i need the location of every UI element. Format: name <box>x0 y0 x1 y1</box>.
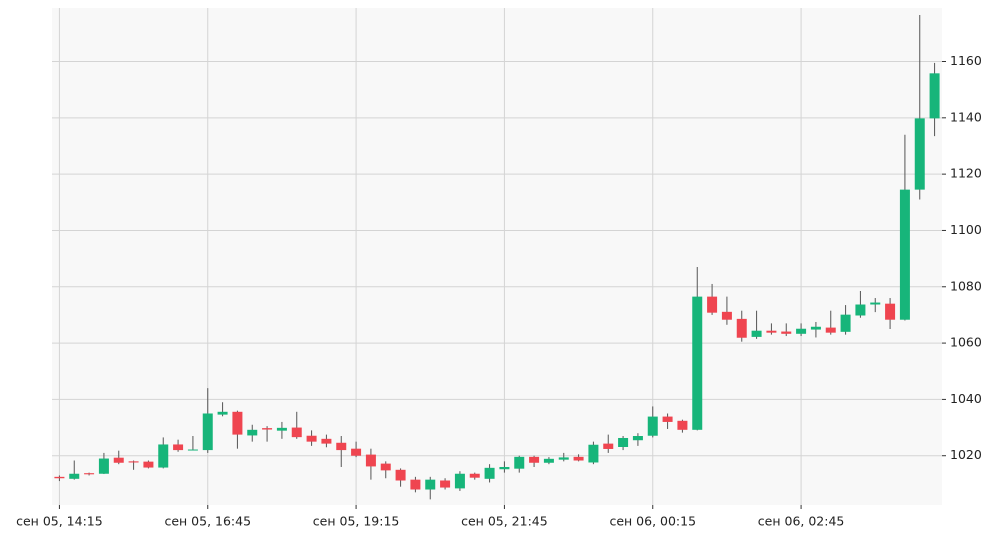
candle-body <box>899 189 910 320</box>
candle-body <box>514 456 525 469</box>
candle-body <box>529 456 540 463</box>
candle-body <box>54 476 65 479</box>
candle-body <box>573 456 584 461</box>
candle-body <box>825 327 836 333</box>
candle-body <box>929 73 940 119</box>
candle-body <box>721 311 732 320</box>
y-tick-label: 1140 <box>950 109 982 124</box>
candle-body <box>454 473 465 489</box>
candle-body <box>291 427 302 438</box>
candle-body <box>276 427 287 431</box>
candle-body <box>855 304 866 316</box>
candle-body <box>840 314 851 332</box>
candle-body <box>781 331 792 334</box>
y-tick-label: 1100 <box>950 222 982 237</box>
candle-body <box>662 416 673 422</box>
candle-body <box>440 480 451 488</box>
candle-body <box>143 461 154 468</box>
y-tick-label: 1080 <box>950 278 982 293</box>
candle-body <box>321 438 332 444</box>
x-tick-label: сен 05, 14:15 <box>16 514 103 529</box>
candle-body <box>736 318 747 338</box>
x-tick-label: сен 06, 02:45 <box>758 514 845 529</box>
candle-body <box>217 411 228 415</box>
candle-body <box>336 442 347 451</box>
candle-body <box>202 413 213 451</box>
candle-body <box>365 454 376 467</box>
candle-body <box>173 444 184 451</box>
x-tick-label: сен 06, 00:15 <box>609 514 696 529</box>
x-tick-label: сен 05, 16:45 <box>164 514 251 529</box>
candle-body <box>692 296 703 430</box>
candle-body <box>158 444 169 468</box>
candle-body <box>84 473 95 475</box>
candle-body <box>499 466 510 470</box>
candle-body <box>766 330 777 333</box>
candle-body <box>543 458 554 463</box>
plot-area <box>52 8 942 505</box>
y-tick-label: 1120 <box>950 166 982 181</box>
candle-body <box>588 444 599 463</box>
candle-body <box>351 448 362 456</box>
candle-body <box>484 467 495 479</box>
candle-body <box>69 473 80 479</box>
x-tick-label: сен 05, 19:15 <box>313 514 400 529</box>
candle-body <box>395 469 406 481</box>
candle-body <box>603 443 614 449</box>
candle-body <box>632 436 643 441</box>
candle-body <box>410 479 421 490</box>
candle-body <box>98 458 109 474</box>
candle-body <box>796 328 807 334</box>
candle-body <box>870 302 881 305</box>
y-tick-label: 1060 <box>950 335 982 350</box>
candle-body <box>128 461 139 463</box>
candle-body <box>247 429 258 436</box>
candle-body <box>647 416 658 436</box>
candle-body <box>232 411 243 435</box>
candle-body <box>262 428 273 430</box>
candle-body <box>113 457 124 463</box>
candle-body <box>469 473 480 478</box>
candle-body <box>187 449 198 451</box>
candle-body <box>885 303 896 320</box>
candle-body <box>380 463 391 471</box>
candle-body <box>677 420 688 430</box>
x-tick-label: сен 05, 21:45 <box>461 514 548 529</box>
y-tick-label: 1040 <box>950 391 982 406</box>
candle-body <box>618 437 629 447</box>
candle-body <box>558 457 569 460</box>
candle-body <box>751 330 762 337</box>
candle-body <box>914 118 925 190</box>
y-tick-label: 1160 <box>950 53 982 68</box>
candle-body <box>707 296 718 313</box>
y-tick-label: 1020 <box>950 447 982 462</box>
candle-body <box>810 326 821 330</box>
candle-body <box>306 435 317 442</box>
candle-body <box>425 479 436 490</box>
